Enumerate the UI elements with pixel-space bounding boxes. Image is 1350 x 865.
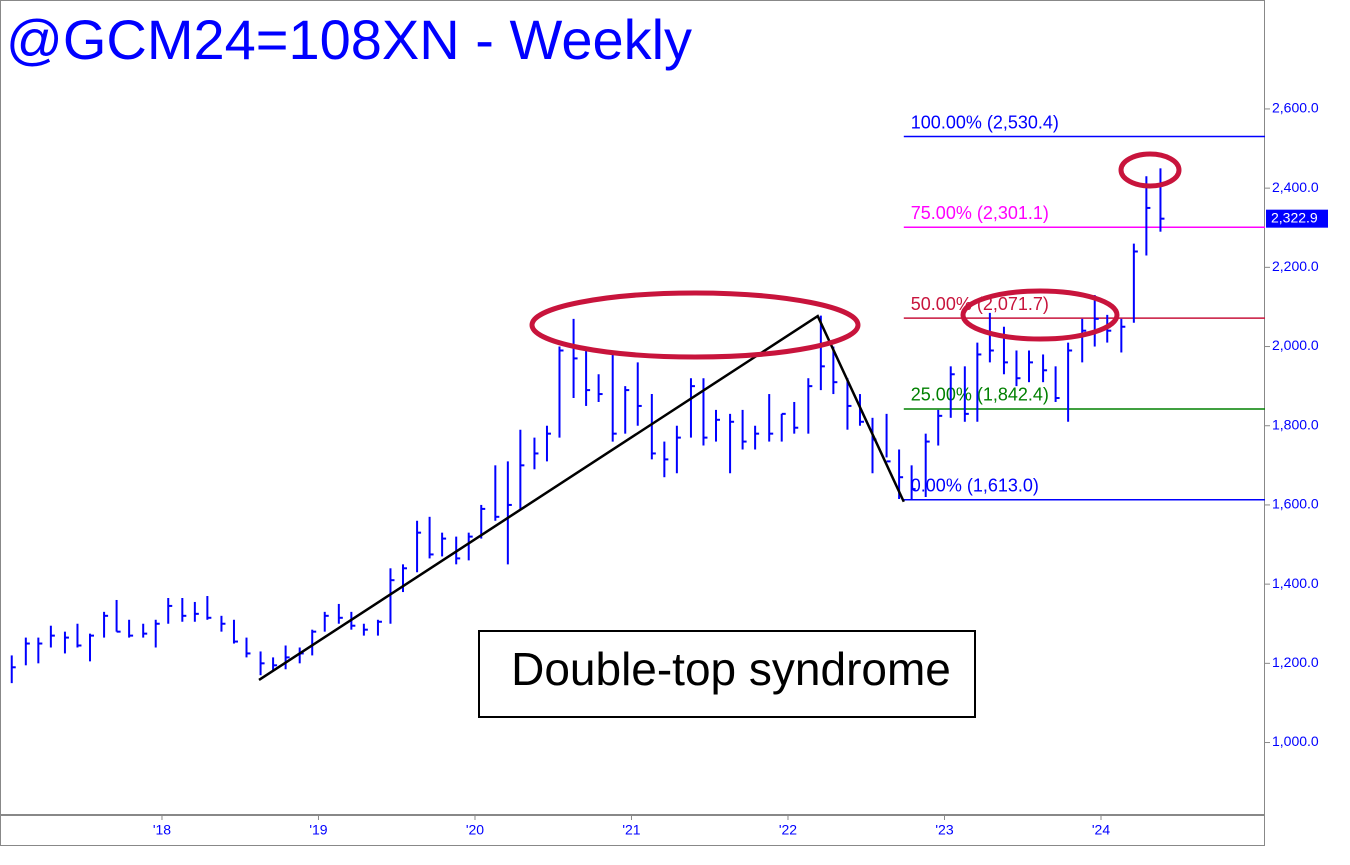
x-tick-label: '20 xyxy=(466,822,484,838)
fib-label: 50.00% (2,071.7) xyxy=(911,294,1049,314)
annotation: Double-top syndrome xyxy=(511,643,951,695)
x-axis-frame xyxy=(0,815,1265,846)
x-tick-label: '23 xyxy=(935,822,953,838)
y-tick-label: 1,400.0 xyxy=(1272,575,1319,591)
chart-title: @GCM24=108XN - Weekly xyxy=(6,8,692,71)
x-tick-label: '24 xyxy=(1092,822,1110,838)
last-price-badge xyxy=(1266,209,1328,228)
x-tick-label: '19 xyxy=(309,822,327,838)
y-tick-label: 2,200.0 xyxy=(1272,258,1319,274)
x-tick-label: '18 xyxy=(153,822,171,838)
y-tick-label: 1,000.0 xyxy=(1272,733,1319,749)
plot-frame xyxy=(0,0,1265,815)
y-tick-label: 1,200.0 xyxy=(1272,654,1319,670)
highlight-ellipse xyxy=(1118,151,1182,189)
fib-label: 25.00% (1,842.4) xyxy=(911,385,1049,405)
x-tick-label: '22 xyxy=(779,822,797,838)
highlight-ellipse xyxy=(529,290,861,360)
y-tick-label: 1,600.0 xyxy=(1272,496,1319,512)
fib-label: 75.00% (2,301.1) xyxy=(911,203,1049,223)
y-tick-label: 2,400.0 xyxy=(1272,179,1319,195)
x-tick-label: '21 xyxy=(622,822,640,838)
y-tick-label: 2,000.0 xyxy=(1272,337,1319,353)
last-price-label: 2,322.9 xyxy=(1271,209,1318,225)
y-tick-label: 1,800.0 xyxy=(1272,416,1319,432)
fib-label: 100.00% (2,530.4) xyxy=(911,112,1059,132)
fib-label: 0.00% (1,613.0) xyxy=(911,476,1039,496)
trendline xyxy=(258,314,905,682)
y-tick-label: 2,600.0 xyxy=(1272,100,1319,116)
highlight-ellipse xyxy=(960,288,1120,342)
annotation-box xyxy=(478,630,976,718)
